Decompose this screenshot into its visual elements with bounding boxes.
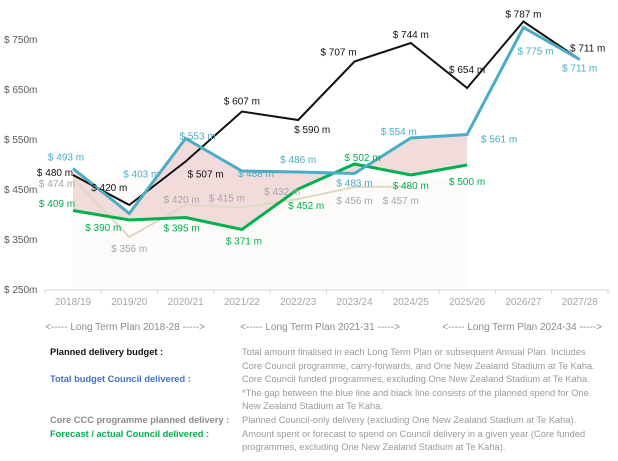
y-tick-label: $ 450m	[4, 185, 37, 196]
legend-desc: Amount spent or forecast to spend on Cou…	[242, 428, 586, 453]
y-tick-label: $ 350m	[4, 235, 37, 246]
x-tick-label: 2023/24	[336, 297, 373, 308]
x-tick-label: 2022/23	[280, 297, 317, 308]
data-label: $ 711 m	[570, 44, 605, 55]
plan-period-label: <----- Long Term Plan 2021-31 ----->	[240, 322, 400, 333]
series-line	[72, 177, 411, 239]
series-line	[72, 162, 468, 232]
legend-key: Planned delivery budget :	[50, 347, 164, 357]
x-tick-label: 2020/21	[168, 297, 205, 308]
legend-row: Total budget Council delivered : Core Co…	[0, 373, 618, 414]
data-label: $ 607 m	[224, 97, 260, 108]
data-label: $ 744 m	[393, 30, 429, 41]
data-label: $ 474 m	[39, 179, 75, 190]
data-label: $ 452 m	[288, 201, 324, 212]
data-label: $ 403 m	[123, 170, 159, 181]
legend-key: Core CCC programme planned delivery :	[50, 414, 230, 425]
y-tick-label: $ 550m	[4, 135, 37, 146]
data-label: $ 553 m	[180, 132, 216, 143]
x-tick-label: 2021/22	[224, 297, 261, 308]
data-label: $ 707 m	[320, 48, 356, 59]
x-tick-label: 2025/26	[449, 297, 486, 308]
series-line	[72, 25, 581, 216]
data-label: $ 775 m	[517, 47, 553, 58]
legend-row: Forecast / actual Council delivered : Am…	[0, 428, 618, 455]
data-label: $ 502 m	[344, 153, 380, 164]
data-label: $ 480 m	[393, 181, 429, 192]
data-label: $ 456 m	[336, 196, 372, 207]
data-label: $ 590 m	[294, 125, 330, 136]
line-chart: $ 250m $ 350m $ 450m $ 550m $ 650m $ 750m 2018…	[4, 10, 610, 333]
x-tick-label: 2024/25	[393, 297, 430, 308]
y-tick-label: $ 750m	[4, 35, 37, 46]
data-label: $ 561 m	[481, 135, 517, 146]
x-tick-label: 2027/28	[562, 297, 599, 308]
y-tick-label: $ 250m	[4, 285, 37, 296]
data-label: $ 483 m	[336, 179, 372, 190]
data-label: $ 554 m	[381, 127, 417, 138]
legend-key: Forecast / actual Council delivered :	[50, 428, 210, 439]
data-label: $ 432 m	[264, 187, 300, 198]
plan-period-label: <----- Long Term Plan 2024-34 ----->	[442, 322, 602, 333]
data-label: $ 711 m	[562, 64, 597, 75]
legend-desc: Planned Council-only delivery (excluding…	[242, 414, 577, 425]
series-line	[72, 20, 581, 207]
data-label: $ 457 m	[383, 196, 419, 207]
data-label: $ 654 m	[449, 65, 485, 76]
data-label: $ 420 m	[91, 183, 127, 194]
legend-desc: Total amount finalised in each Long Term…	[242, 347, 595, 371]
data-label: $ 356 m	[111, 244, 147, 255]
plan-period-label: <----- Long Term Plan 2018-28 ----->	[45, 322, 205, 333]
data-label: $ 507 m	[188, 170, 224, 181]
legend: Planned delivery budget : Total amount f…	[0, 346, 618, 455]
data-label: $ 493 m	[48, 153, 84, 164]
data-label: $ 480 m	[37, 168, 73, 179]
data-label: $ 488 m	[238, 169, 274, 180]
data-label: $ 395 m	[164, 224, 200, 235]
x-tick-label: 2019/20	[111, 297, 148, 308]
data-label: $ 500 m	[449, 177, 485, 188]
data-label: $ 415 m	[209, 194, 245, 205]
legend-row: Core CCC programme planned delivery : Pl…	[0, 414, 618, 428]
legend-key: Total budget Council delivered :	[50, 374, 191, 385]
data-label: $ 390 m	[85, 223, 121, 234]
data-label: $ 420 m	[164, 195, 200, 206]
legend-desc: Core Council funded programmes, excludin…	[242, 374, 590, 412]
y-tick-label: $ 650m	[4, 85, 37, 96]
x-tick-label: 2026/27	[505, 297, 542, 308]
data-label: $ 486 m	[280, 155, 316, 166]
data-label: $ 371 m	[226, 237, 262, 248]
x-tick-label: 2018/19	[55, 297, 92, 308]
legend-row: Planned delivery budget : Total amount f…	[0, 346, 618, 373]
data-label: $ 787 m	[505, 10, 541, 21]
data-label: $ 409 m	[39, 199, 75, 210]
